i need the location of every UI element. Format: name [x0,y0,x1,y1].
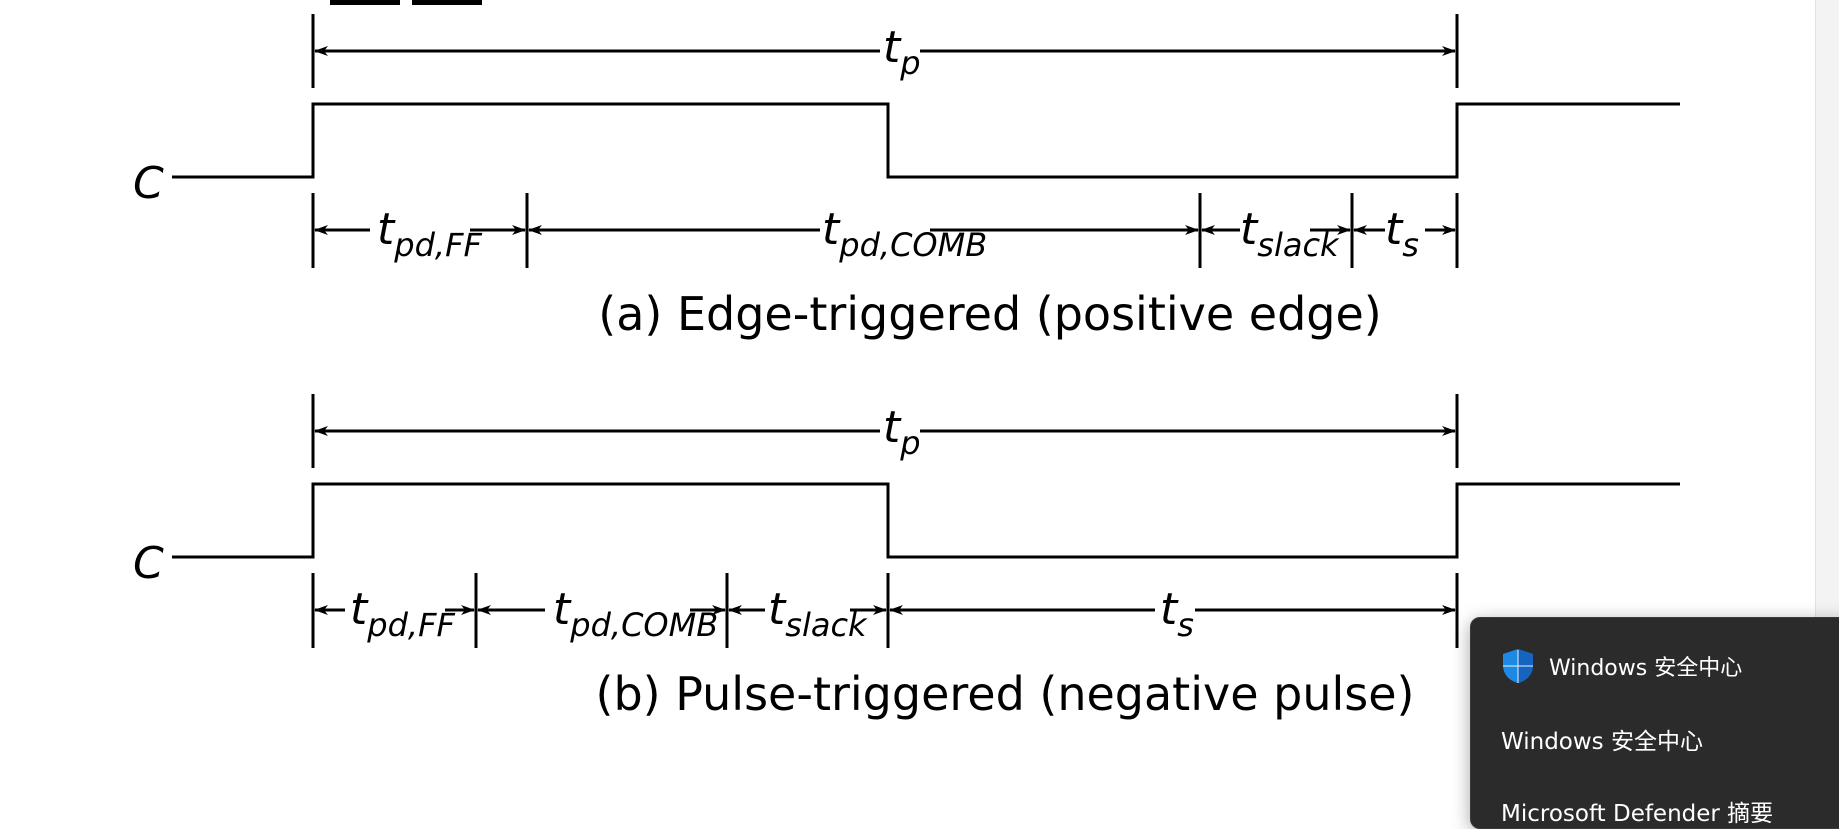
interval-label-setup: ts [1385,204,1419,264]
period-label: tp [883,22,921,82]
security-notification-popup[interactable]: Windows 安全中心 Windows 安全中心 Microsoft Defe… [1470,617,1839,829]
clock-waveform [172,482,1680,559]
interval-label-pd-ff: tpd,FF [377,204,482,264]
diagram-a-labels: C tp tpd,FF tpd,COMB tslack ts (a) Edge-… [133,22,1419,341]
diagram-b-labels: C tp tpd,FF tpd,COMB tslack ts (b) Pulse… [133,402,1415,721]
notification-header: Windows 安全中心 [1501,648,1742,684]
notification-app-name: Windows 安全中心 [1549,656,1743,681]
diagram-b [172,394,1680,648]
interval-label-pd-comb: tpd,COMB [553,584,718,644]
interval-label-slack: tslack [1240,204,1340,264]
windows-security-shield-icon [1503,649,1533,683]
notification-body: Microsoft Defender 摘要 [1501,801,1774,827]
caption-b: (b) Pulse-triggered (negative pulse) [596,667,1415,721]
interval-label-pd-ff: tpd,FF [350,584,455,644]
heading-glyph-fragment [412,0,482,5]
caption-a: (a) Edge-triggered (positive edge) [598,287,1381,341]
interval-label-setup: ts [1160,584,1194,644]
signal-label-c: C [133,538,164,589]
interval-label-slack: tslack [768,584,868,644]
period-label: tp [883,402,921,462]
partial-heading-fragment [330,0,530,8]
heading-glyph-fragment [330,0,400,5]
notification-title: Windows 安全中心 [1501,729,1703,755]
signal-label-c: C [133,158,164,209]
document-page: C tp tpd,FF tpd,COMB tslack ts (a) Edge-… [133,0,1680,721]
timing-diagrams: C tp tpd,FF tpd,COMB tslack ts (a) Edge-… [133,14,1680,721]
diagram-a [172,14,1680,268]
clock-waveform [172,102,1680,179]
interval-label-pd-comb: tpd,COMB [822,204,987,264]
